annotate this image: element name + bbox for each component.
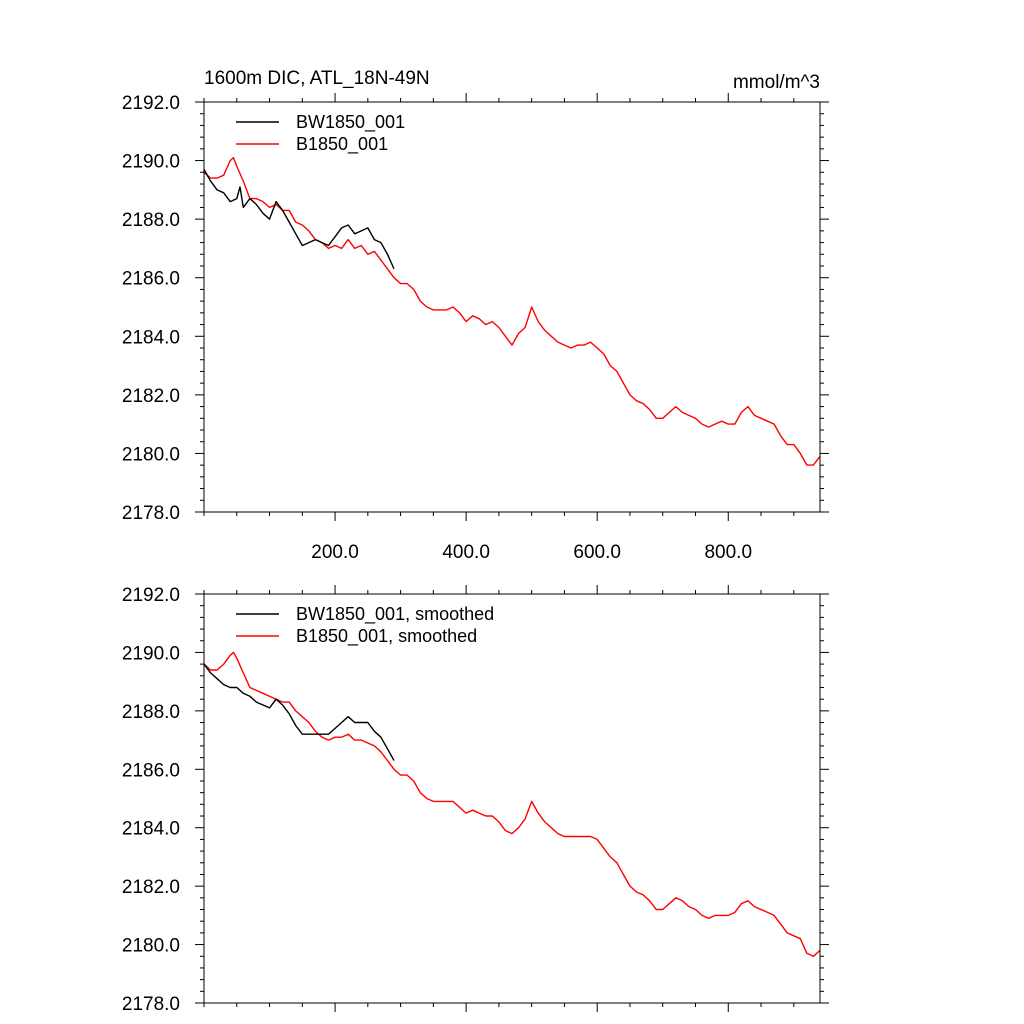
x-tick-label: 600.0 [573,542,621,563]
plot-area [204,651,820,957]
y-tick-label: 2190.0 [122,643,180,664]
y-tick-label: 2182.0 [122,877,180,898]
bottom-panel: 2178.0 2180.0 2182.0 2184.0 2186.0 2188.0 2190… [122,585,829,1015]
y-tick-labels: 2178.0 2180.0 2182.0 2184.0 2186.0 2188.0 2190… [122,585,180,1015]
y-tick-label: 2192.0 [122,585,180,606]
tick-marks [195,93,829,521]
y-tick-label: 2192.0 [122,93,180,114]
x-tick-labels: 200.0 400.0 600.0 800.0 [311,542,752,563]
series-line-0 [204,169,395,270]
y-tick-label: 2188.0 [122,210,180,231]
x-tick-label: 200.0 [311,542,359,563]
legend-label: B1850_001 [296,134,388,155]
y-tick-label: 2184.0 [122,819,180,840]
y-tick-label: 2178.0 [122,994,180,1015]
y-tick-label: 2180.0 [122,936,180,957]
chart-title: 1600m DIC, ATL_18N-49N [204,68,430,89]
x-tick-label: 400.0 [442,542,490,563]
legend-label: BW1850_001 [296,112,405,133]
plot-area [204,156,820,466]
y-tick-label: 2190.0 [122,152,180,173]
y-tick-label: 2188.0 [122,702,180,723]
y-tick-label: 2180.0 [122,444,180,465]
y-tick-labels: 2178.0 2180.0 2182.0 2184.0 2186.0 2188.0 2190… [122,93,180,524]
series-line-0 [204,663,395,761]
top-panel: 1600m DIC, ATL_18N-49N mmol/m^3 2178.021… [122,68,829,563]
units-label: mmol/m^3 [733,72,820,93]
y-tick-label: 2178.0 [122,503,180,524]
legend-label: BW1850_001, smoothed [296,604,494,625]
series-line-1 [204,651,820,957]
y-tick-label: 2184.0 [122,327,180,348]
y-tick-label: 2186.0 [122,269,180,290]
axis-frame [203,101,821,513]
x-tick-label: 800.0 [704,542,752,563]
tick-marks [195,585,829,1012]
axis-frame [203,593,821,1004]
y-tick-label: 2182.0 [122,386,180,407]
series-line-1 [204,156,820,466]
y-tick-label: 2186.0 [122,760,180,781]
legend-label: B1850_001, smoothed [296,626,477,647]
